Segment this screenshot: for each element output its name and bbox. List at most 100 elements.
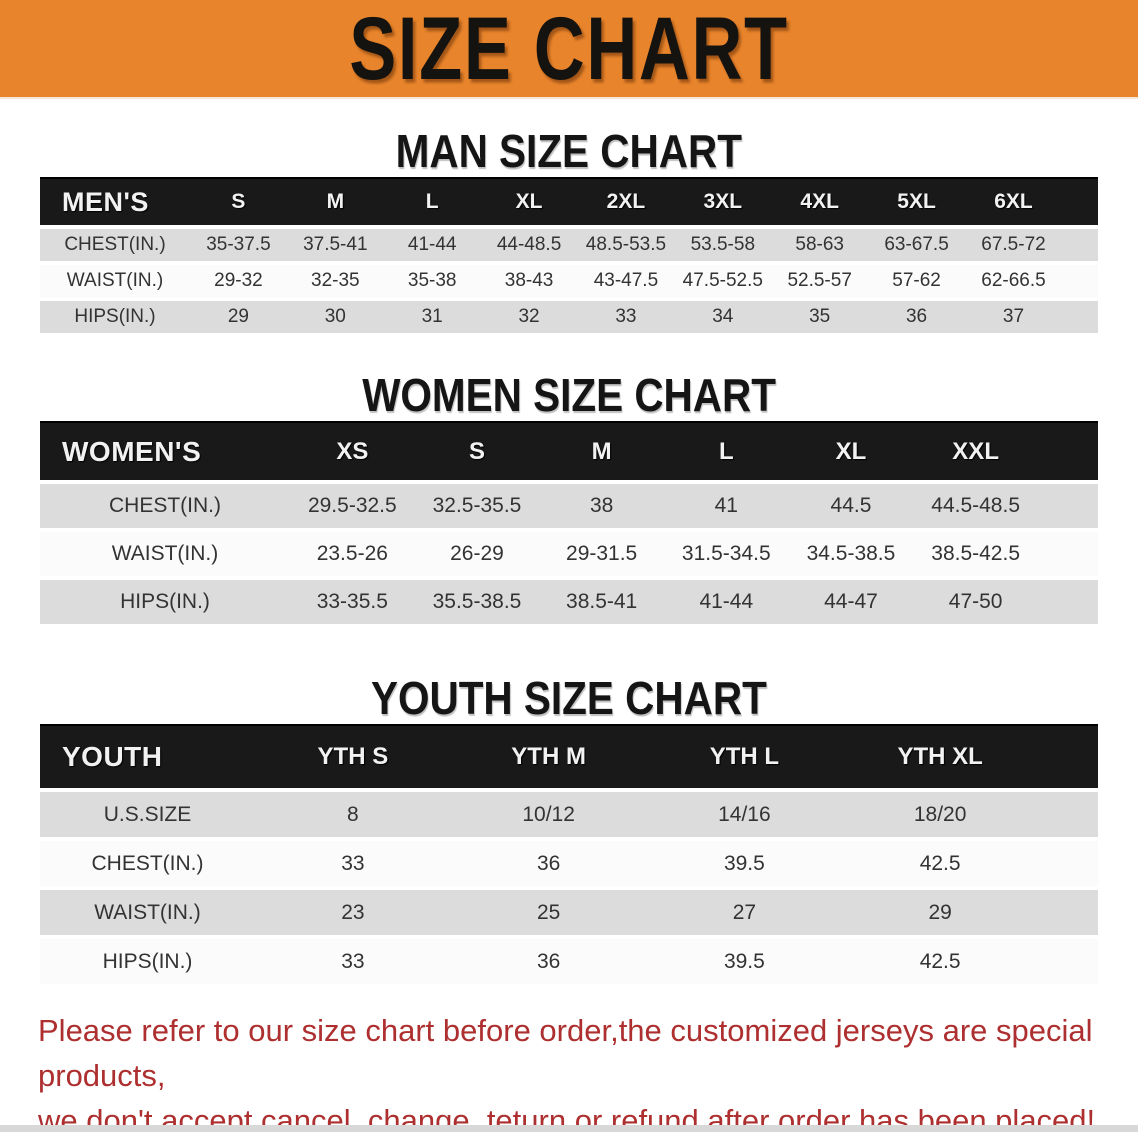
section-heading-men: MAN SIZE CHART xyxy=(0,125,1138,177)
size-header-cell: YTH XL xyxy=(842,724,1038,792)
measure-value-cell: 63-67.5 xyxy=(868,227,965,265)
men-section-title: MAN SIZE CHART xyxy=(395,125,743,177)
size-header-cell: L xyxy=(383,177,481,229)
measure-label-cell: HIPS(IN.) xyxy=(40,937,255,988)
measure-value-cell: 62-66.5 xyxy=(965,263,1062,301)
measure-value-cell: 27 xyxy=(646,888,843,939)
measure-label-cell: HIPS(IN.) xyxy=(40,578,290,628)
measure-value-cell: 29-31.5 xyxy=(539,530,664,580)
measure-value-cell: 30 xyxy=(286,299,384,337)
measure-value-cell: 35-37.5 xyxy=(190,227,287,265)
table-row: HIPS(IN.) 33-35.5 35.5-38.5 38.5-41 41-44 44-… xyxy=(40,578,1098,628)
measure-value-cell: 33-35.5 xyxy=(290,578,415,628)
size-header-cell: XL xyxy=(480,177,578,229)
spacer-cell xyxy=(1038,888,1098,939)
size-header-cell: M xyxy=(539,421,664,484)
measure-label-cell: HIPS(IN.) xyxy=(40,299,190,337)
spacer-cell xyxy=(1038,578,1098,628)
measure-value-cell: 43-47.5 xyxy=(577,263,675,301)
measure-value-cell: 31.5-34.5 xyxy=(663,530,789,580)
section-heading-youth: YOUTH SIZE CHART xyxy=(0,672,1138,724)
size-header-cell: M xyxy=(286,177,384,229)
measure-value-cell: 25 xyxy=(450,888,647,939)
measure-value-cell: 44.5 xyxy=(788,482,914,532)
measure-value-cell: 41-44 xyxy=(383,227,481,265)
measure-value-cell: 14/16 xyxy=(646,790,843,841)
measure-value-cell: 10/12 xyxy=(450,790,647,841)
disclaimer-text: Please refer to our size chart before or… xyxy=(0,1008,1138,1132)
size-header-cell: XXL xyxy=(913,421,1038,484)
spacer-cell xyxy=(1038,839,1098,890)
measure-value-cell: 41-44 xyxy=(663,578,789,628)
size-header-cell: YTH M xyxy=(450,724,647,792)
measure-value-cell: 58-63 xyxy=(771,227,869,265)
size-header-cell: 6XL xyxy=(965,177,1062,229)
table-title-cell: WOMEN'S xyxy=(40,421,290,484)
measure-value-cell: 42.5 xyxy=(842,839,1038,890)
measure-value-cell: 35-38 xyxy=(383,263,481,301)
measure-value-cell: 34.5-38.5 xyxy=(788,530,914,580)
measure-value-cell: 29-32 xyxy=(190,263,287,301)
spacer-cell xyxy=(1062,227,1098,265)
measure-value-cell: 34 xyxy=(674,299,772,337)
measure-value-cell: 33 xyxy=(255,839,451,890)
size-header-cell: S xyxy=(190,177,287,229)
size-header-cell: 3XL xyxy=(674,177,772,229)
table-header-row: YOUTH YTH S YTH M YTH L YTH XL xyxy=(40,724,1098,792)
size-chart-banner: SIZE CHART xyxy=(0,0,1138,99)
measure-value-cell: 33 xyxy=(255,937,451,988)
size-header-cell: 2XL xyxy=(577,177,675,229)
measure-value-cell: 35.5-38.5 xyxy=(414,578,540,628)
table-row: WAIST(IN.) 23 25 27 29 xyxy=(40,888,1098,939)
measure-value-cell: 39.5 xyxy=(646,839,843,890)
table-title-cell: YOUTH xyxy=(40,724,255,792)
measure-value-cell: 53.5-58 xyxy=(674,227,772,265)
size-header-cell: 5XL xyxy=(868,177,965,229)
table-row: CHEST(IN.) 29.5-32.5 32.5-35.5 38 41 44.5 44.5… xyxy=(40,482,1098,532)
measure-value-cell: 37.5-41 xyxy=(286,227,384,265)
measure-label-cell: WAIST(IN.) xyxy=(40,263,190,301)
spacer-cell xyxy=(1038,482,1098,532)
measure-label-cell: WAIST(IN.) xyxy=(40,530,290,580)
measure-value-cell: 29.5-32.5 xyxy=(290,482,415,532)
measure-label-cell: CHEST(IN.) xyxy=(40,839,255,890)
measure-value-cell: 42.5 xyxy=(842,937,1038,988)
spacer-cell xyxy=(1038,724,1098,792)
men-size-table: MEN'S S M L XL 2XL 3XL 4XL 5XL 6XL CHEST(IN.) 35-37… xyxy=(40,177,1098,337)
measure-value-cell: 18/20 xyxy=(842,790,1038,841)
measure-value-cell: 44.5-48.5 xyxy=(913,482,1038,532)
measure-value-cell: 38.5-42.5 xyxy=(913,530,1038,580)
size-header-cell: L xyxy=(663,421,789,484)
measure-value-cell: 36 xyxy=(450,937,647,988)
measure-value-cell: 67.5-72 xyxy=(965,227,1062,265)
measure-value-cell: 31 xyxy=(383,299,481,337)
measure-label-cell: WAIST(IN.) xyxy=(40,888,255,939)
table-title-cell: MEN'S xyxy=(40,177,190,229)
measure-value-cell: 39.5 xyxy=(646,937,843,988)
measure-label-cell: U.S.SIZE xyxy=(40,790,255,841)
measure-value-cell: 41 xyxy=(663,482,789,532)
size-header-cell: S xyxy=(414,421,540,484)
measure-value-cell: 32-35 xyxy=(286,263,384,301)
table-row: CHEST(IN.) 35-37.5 37.5-41 41-44 44-48.5 48.5… xyxy=(40,227,1098,265)
measure-value-cell: 32.5-35.5 xyxy=(414,482,540,532)
women-section-title: WOMEN SIZE CHART xyxy=(362,369,776,421)
table-row: WAIST(IN.) 23.5-26 26-29 29-31.5 31.5-34.5 34… xyxy=(40,530,1098,580)
spacer-cell xyxy=(1062,299,1098,337)
measure-value-cell: 44-47 xyxy=(788,578,914,628)
table-row: U.S.SIZE 8 10/12 14/16 18/20 xyxy=(40,790,1098,841)
measure-value-cell: 23 xyxy=(255,888,451,939)
size-header-cell: 4XL xyxy=(771,177,869,229)
measure-label-cell: CHEST(IN.) xyxy=(40,227,190,265)
table-row: HIPS(IN.) 29 30 31 32 33 34 35 36 37 xyxy=(40,299,1098,337)
youth-section-title: YOUTH SIZE CHART xyxy=(371,672,767,724)
spacer-cell xyxy=(1038,530,1098,580)
measure-value-cell: 8 xyxy=(255,790,451,841)
table-row: CHEST(IN.) 33 36 39.5 42.5 xyxy=(40,839,1098,890)
disclaimer-line-1: Please refer to our size chart before or… xyxy=(38,1013,1093,1093)
table-row: HIPS(IN.) 33 36 39.5 42.5 xyxy=(40,937,1098,988)
measure-label-cell: CHEST(IN.) xyxy=(40,482,290,532)
size-header-cell: YTH L xyxy=(646,724,843,792)
measure-value-cell: 32 xyxy=(480,299,578,337)
